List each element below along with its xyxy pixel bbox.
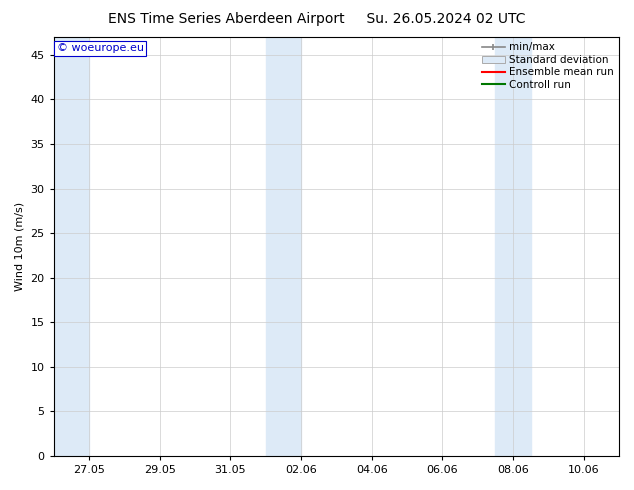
Bar <box>54 37 89 456</box>
Text: ENS Time Series Aberdeen Airport     Su. 26.05.2024 02 UTC: ENS Time Series Aberdeen Airport Su. 26.… <box>108 12 526 26</box>
Legend: min/max, Standard deviation, Ensemble mean run, Controll run: min/max, Standard deviation, Ensemble me… <box>480 40 616 92</box>
Text: © woeurope.eu: © woeurope.eu <box>56 43 143 53</box>
Bar <box>495 37 531 456</box>
Y-axis label: Wind 10m (m/s): Wind 10m (m/s) <box>15 202 25 291</box>
Bar <box>266 37 301 456</box>
